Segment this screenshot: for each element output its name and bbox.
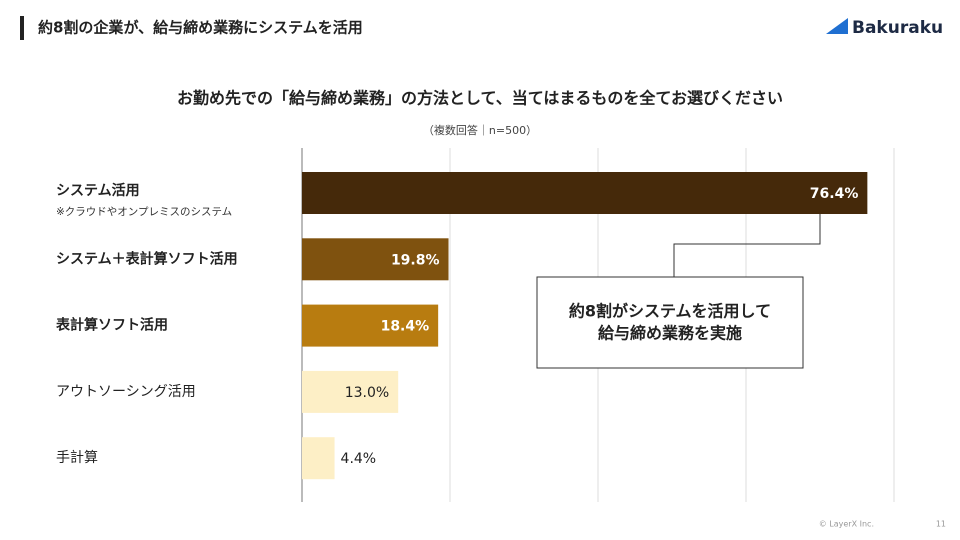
category-label: システム活用 [56,182,140,199]
category-label: システム＋表計算ソフト活用 [56,250,238,267]
callout-text: 約8割がシステムを活用して [569,302,771,321]
logo: Bakuraku [852,18,943,38]
bar [302,304,439,347]
page-number: 11 [936,520,946,529]
value-label: 4.4% [341,451,377,467]
connector [673,214,821,277]
value-label: 76.4% [810,186,859,202]
category-label: 手計算 [56,450,98,466]
value-label: 19.8% [391,252,440,268]
chart-subtitle: （複数回答｜n=500） [423,123,537,137]
callout-text: 給与締め業務を実施 [598,324,742,343]
chart-title: お勤め先での「給与締め業務」の方法として、当てはまるものを全てお選びください [177,89,783,108]
bar [302,437,335,480]
value-label: 13.0% [345,385,389,401]
header-title: 約8割の企業が、給与締め業務にシステムを活用 [38,19,363,37]
category-note: ※クラウドやオンプレミスのシステム [56,206,232,218]
header-bar [20,16,24,40]
category-label: 表計算ソフト活用 [55,317,168,334]
value-label: 18.4% [381,319,430,335]
callout-box [536,276,804,369]
bar [302,238,449,281]
category-label: アウトソーシング活用 [56,384,196,400]
bar [302,172,868,214]
logo-icon [826,18,848,34]
bar [302,370,399,413]
copyright: © LayerX Inc. [819,520,874,529]
